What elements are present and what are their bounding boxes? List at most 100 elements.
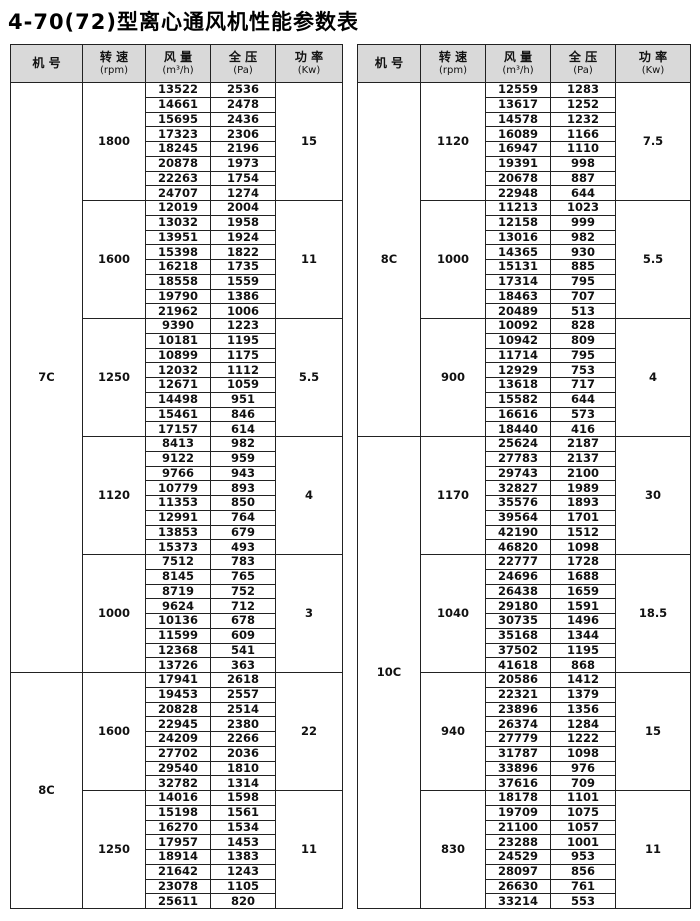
data-cell: 20828 <box>145 701 211 718</box>
data-cell: 12559 <box>485 82 551 98</box>
data-cell: 12032 <box>145 362 211 378</box>
speed-cell: 900 <box>420 318 486 437</box>
flow: 13032 <box>157 215 198 230</box>
data-cell: 2478 <box>210 96 276 113</box>
flow: 13016 <box>497 229 538 244</box>
data-cell: 2196 <box>210 141 276 157</box>
pressure: 1559 <box>226 274 259 289</box>
pressure: 1973 <box>226 156 259 171</box>
pressure: 1243 <box>226 864 259 879</box>
data-cell: 42190 <box>485 524 551 541</box>
flow: 16218 <box>157 259 198 274</box>
header-cell: 机 号 <box>10 44 83 83</box>
data-cell: 18440 <box>485 421 551 437</box>
flow: 20586 <box>497 672 538 687</box>
flow: 15198 <box>157 805 198 820</box>
model-cell: 7C <box>10 82 83 673</box>
pressure: 1512 <box>566 524 599 539</box>
flow: 9624 <box>161 598 194 613</box>
data-cell: 11714 <box>485 347 551 364</box>
flow: 11714 <box>497 347 538 362</box>
flow: 9766 <box>161 465 194 480</box>
data-cell: 15131 <box>485 259 551 275</box>
speed: 1040 <box>436 606 469 620</box>
flow: 37502 <box>497 642 538 657</box>
data-cell: 1175 <box>210 347 276 364</box>
speed-cell: 940 <box>420 672 486 791</box>
pressure: 1223 <box>226 318 259 333</box>
header-cell: 功 率 (Kw) <box>615 44 691 83</box>
pressure: 1958 <box>226 215 259 230</box>
data-cell: 850 <box>210 495 276 511</box>
data-cell: 29743 <box>485 465 551 482</box>
power: 11 <box>644 842 661 856</box>
data-cell: 22777 <box>485 554 551 570</box>
flow: 17941 <box>157 672 198 687</box>
data-cell: 930 <box>550 244 616 260</box>
flow: 25611 <box>157 893 198 908</box>
pressure: 2036 <box>226 746 259 761</box>
model-name: 7C <box>38 370 55 384</box>
power-cell: 11 <box>275 790 343 909</box>
pressure: 856 <box>570 864 595 879</box>
data-cell: 2536 <box>210 82 276 98</box>
data-cell: 17323 <box>145 126 211 142</box>
pressure: 1383 <box>226 849 259 864</box>
pressure: 1688 <box>566 569 599 584</box>
data-cell: 21962 <box>145 303 211 319</box>
power-cell: 11 <box>275 200 343 319</box>
data-cell: 19453 <box>145 686 211 703</box>
model-cell: 8C <box>357 82 421 437</box>
pressure: 2100 <box>566 465 599 480</box>
header-cell: 风 量 (m³/h) <box>145 44 211 83</box>
data-cell: 16270 <box>145 819 211 836</box>
pressure: 541 <box>230 642 255 657</box>
header-unit: (Pa) <box>573 64 593 76</box>
flow: 22948 <box>497 185 538 200</box>
header-unit: (Pa) <box>233 64 253 76</box>
power-cell: 15 <box>275 82 343 201</box>
data-cell: 19709 <box>485 804 551 821</box>
speed-cell: 1800 <box>82 82 146 201</box>
pressure: 1344 <box>566 628 599 643</box>
pressure: 644 <box>570 392 595 407</box>
data-cell: 22321 <box>485 686 551 703</box>
speed: 900 <box>440 370 465 384</box>
pressure: 2266 <box>226 731 259 746</box>
flow: 10899 <box>157 347 198 362</box>
power-cell: 3 <box>275 554 343 673</box>
data-cell: 15198 <box>145 804 211 821</box>
data-cell: 18914 <box>145 849 211 865</box>
data-cell: 23078 <box>145 878 211 895</box>
data-cell: 1057 <box>550 819 616 836</box>
data-cell: 9122 <box>145 450 211 467</box>
flow: 16270 <box>157 819 198 834</box>
flow: 28097 <box>497 864 538 879</box>
data-cell: 1591 <box>550 598 616 614</box>
pressure: 1386 <box>226 288 259 303</box>
flow: 24529 <box>497 849 538 864</box>
flow: 12559 <box>497 82 538 97</box>
data-cell: 1274 <box>210 185 276 201</box>
data-cell: 943 <box>210 465 276 482</box>
pressure: 2004 <box>226 200 259 215</box>
flow: 8145 <box>161 569 194 584</box>
flow: 21642 <box>157 864 198 879</box>
flow: 24209 <box>157 731 198 746</box>
pressure: 753 <box>570 362 595 377</box>
flow: 12929 <box>497 362 538 377</box>
data-cell: 982 <box>210 436 276 452</box>
data-cell: 13016 <box>485 229 551 246</box>
pressure: 1175 <box>226 347 259 362</box>
data-cell: 2380 <box>210 716 276 732</box>
flow: 12019 <box>157 200 198 215</box>
data-cell: 1283 <box>550 82 616 98</box>
data-cell: 644 <box>550 391 616 408</box>
flow: 17957 <box>157 834 198 849</box>
flow: 12158 <box>497 215 538 230</box>
pressure: 1274 <box>226 185 259 200</box>
flow: 16947 <box>497 141 538 156</box>
speed: 1170 <box>436 488 469 502</box>
flow: 14578 <box>497 111 538 126</box>
data-cell: 795 <box>550 347 616 364</box>
